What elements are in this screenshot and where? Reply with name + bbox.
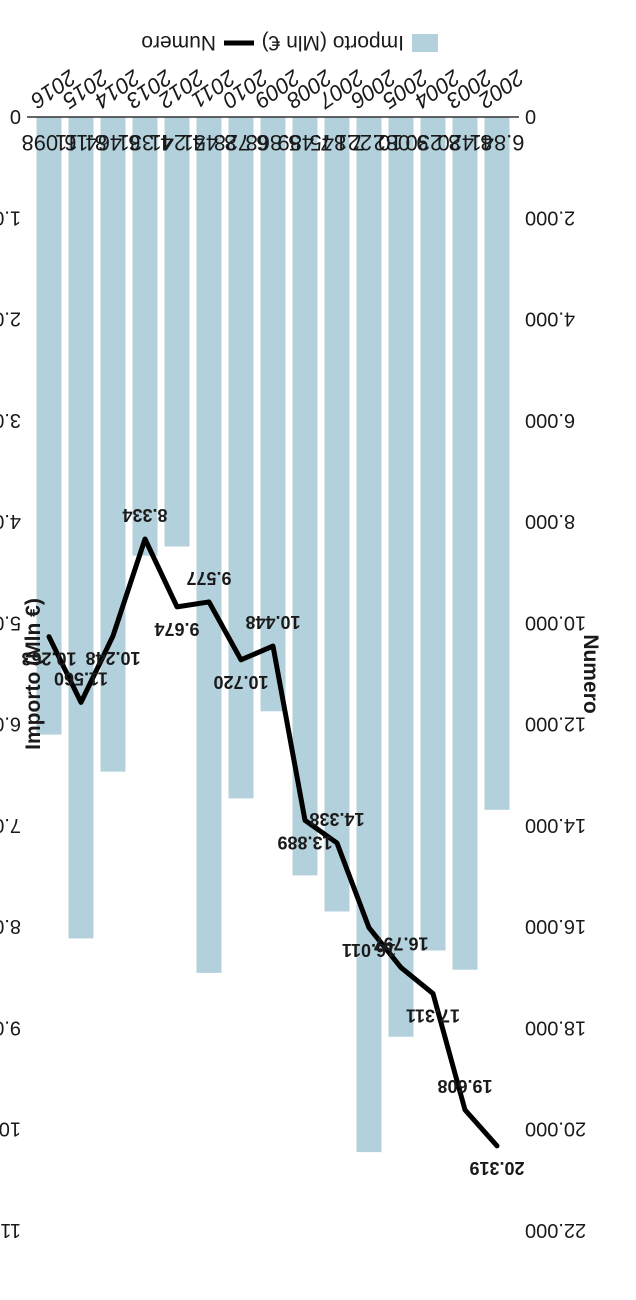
bar-importo: [196, 117, 222, 973]
point-numero: [336, 842, 338, 845]
legend-swatch-importo: [412, 34, 438, 52]
legend-label-numero: Numero: [141, 31, 216, 54]
point-numero: [48, 635, 50, 638]
bar-label: 8.420: [437, 130, 492, 155]
line-label: 16.011: [342, 940, 396, 960]
left-axis-tick: 20.000: [525, 1118, 586, 1140]
bar-label: 7.845: [309, 130, 364, 155]
right-axis-tick: 6.000: [0, 713, 21, 735]
left-axis-tick: 4.000: [525, 308, 575, 330]
line-label: 8.334: [122, 505, 167, 525]
bar-label: 4.241: [149, 130, 204, 155]
right-axis-tick: 9.000: [0, 1016, 21, 1038]
right-axis-tick: 5.000: [0, 611, 21, 633]
bar-importo: [420, 117, 446, 951]
line-label: 14.338: [309, 809, 364, 829]
bar-importo: [356, 117, 382, 1153]
bar-importo: [324, 117, 350, 912]
bar-label: 10.221: [335, 130, 402, 155]
left-axis-tick: 14.000: [525, 814, 586, 836]
left-axis-tick: 8.000: [525, 510, 575, 532]
point-numero: [272, 645, 274, 648]
point-numero: [80, 701, 82, 704]
bar-label: 8.451: [181, 130, 236, 155]
bar-label: 8.111: [55, 130, 107, 155]
bar-importo: [484, 117, 510, 810]
bar-importo: [228, 117, 254, 799]
bar-importo: [452, 117, 478, 970]
chart-content: 6.8418.4208.2309.08210.2217.8457.4895.86…: [0, 31, 602, 1241]
point-numero: [368, 926, 370, 929]
bar-label: 9.082: [373, 130, 428, 155]
bar-importo: [260, 117, 286, 712]
line-label: 13.889: [277, 832, 332, 852]
bar-label: 8.230: [405, 130, 460, 155]
bar-importo: [68, 117, 94, 939]
line-label: 9.674: [154, 619, 199, 639]
point-numero: [496, 1144, 498, 1147]
line-label: 10.448: [245, 612, 300, 632]
bar-importo: [36, 117, 62, 735]
left-axis-tick: 12.000: [525, 713, 586, 735]
right-axis-tick: 1.000: [0, 206, 21, 228]
point-numero: [144, 538, 146, 541]
right-axis-tick: 10.000: [0, 1118, 21, 1140]
right-axis-title: Importo (Mln €): [22, 598, 45, 750]
line-label: 16.797: [373, 934, 428, 954]
point-numero: [464, 1108, 466, 1111]
point-numero: [112, 634, 114, 637]
point-numero: [240, 658, 242, 661]
bar-importo: [100, 117, 126, 772]
point-numero: [400, 966, 402, 969]
left-axis-tick: 6.000: [525, 409, 575, 431]
line-label: 10.720: [213, 672, 268, 692]
line-label: 9.577: [186, 568, 231, 588]
line-label: 11.560: [54, 668, 108, 688]
right-axis-tick: 8.000: [0, 915, 21, 937]
line-label: 19.608: [437, 1076, 492, 1096]
right-axis-tick: 11.000: [0, 1219, 21, 1241]
bar-label: 4.331: [117, 130, 172, 155]
bar-label: 5.868: [245, 130, 300, 155]
line-label: 10.248: [85, 648, 140, 668]
line-label: 20.319: [469, 1158, 524, 1178]
bar-importo: [132, 117, 158, 556]
point-numero: [176, 605, 178, 608]
bar-importo: [388, 117, 414, 1037]
point-numero: [432, 992, 434, 995]
bar-label: 6.728: [213, 130, 268, 155]
line-label: 10.263: [21, 649, 76, 669]
line-label: 17.311: [406, 1006, 460, 1026]
bar-importo: [292, 117, 318, 876]
right-axis-tick: 4.000: [0, 510, 21, 532]
legend-label-importo: Importo (Mln €): [262, 31, 404, 54]
point-numero: [208, 600, 210, 603]
point-numero: [304, 819, 306, 822]
right-axis-tick: 2.000: [0, 308, 21, 330]
bar-importo: [164, 117, 190, 547]
bar-label: 6.098: [21, 130, 76, 155]
right-axis-tick: 3.000: [0, 409, 21, 431]
right-axis-tick: 7.000: [0, 814, 21, 836]
right-axis-tick: 0: [10, 105, 21, 127]
bar-label: 7.489: [277, 130, 332, 155]
left-axis-tick: 0: [525, 105, 536, 127]
left-axis-tick: 10.000: [525, 611, 586, 633]
bar-label: 6.464: [85, 130, 140, 155]
left-axis-tick: 2.000: [525, 206, 575, 228]
bar-label: 6.841: [469, 130, 524, 155]
left-axis-tick: 18.000: [525, 1016, 586, 1038]
left-axis-tick: 16.000: [525, 915, 586, 937]
left-axis-title: Numero: [579, 634, 602, 713]
left-axis-tick: 22.000: [525, 1219, 586, 1241]
